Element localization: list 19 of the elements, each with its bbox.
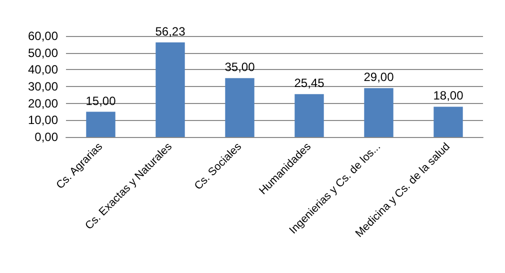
bar [434, 106, 463, 137]
data-label: 15,00 [86, 94, 116, 108]
bar [225, 78, 254, 137]
y-tick-label: 20,00 [28, 96, 58, 110]
bar [364, 88, 394, 137]
bar [294, 94, 324, 137]
y-tick-label: 40,00 [28, 62, 58, 77]
y-tick-label: 60,00 [28, 29, 58, 43]
bar [156, 42, 185, 137]
data-label: 18,00 [433, 88, 464, 103]
data-label: 56,23 [155, 24, 186, 38]
data-label: 35,00 [224, 60, 256, 74]
data-label: 29,00 [364, 70, 394, 84]
y-tick-label: 10,00 [28, 113, 58, 128]
data-label: 25,45 [294, 76, 325, 90]
bar [86, 112, 116, 137]
y-tick-label: 0,00 [34, 130, 58, 144]
y-tick-label: 50,00 [28, 46, 58, 60]
y-tick-label: 30,00 [28, 80, 58, 94]
